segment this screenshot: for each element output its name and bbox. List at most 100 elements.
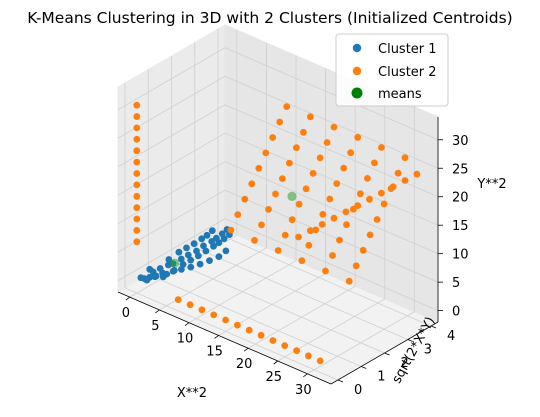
point-cluster-2	[293, 144, 300, 152]
point-cluster-2	[413, 170, 421, 178]
point-cluster-2	[340, 164, 348, 172]
point-cluster-2	[343, 221, 350, 229]
x-axis-line	[117, 291, 332, 385]
point-cluster-2	[234, 211, 242, 219]
point-cluster-2	[354, 133, 362, 141]
scatter-points	[133, 101, 421, 365]
point-cluster-1	[213, 234, 220, 242]
point-cluster-2	[300, 128, 307, 136]
point-cluster-2	[222, 316, 230, 324]
point-cluster-2	[133, 215, 141, 223]
point-cluster-2	[255, 164, 263, 172]
grid-z-left	[117, 218, 226, 281]
y-tick-label: 4	[447, 329, 455, 344]
point-cluster-2	[279, 175, 286, 183]
point-cluster-2	[319, 211, 327, 218]
point-cluster-1	[187, 256, 195, 264]
point-cluster-2	[309, 170, 317, 177]
point-cluster-1	[175, 248, 183, 256]
x-tick-mark	[273, 360, 278, 365]
point-cluster-1	[196, 260, 204, 268]
point-cluster-2	[281, 231, 289, 239]
point-cluster-1	[218, 230, 226, 238]
x-tick-mark	[125, 296, 131, 301]
x-tick-label: 5	[151, 319, 159, 334]
point-cluster-2	[133, 204, 141, 212]
point-cluster-2	[401, 177, 409, 184]
point-cluster-2	[133, 158, 141, 166]
point-cluster-2	[389, 183, 397, 191]
grid-y-floor	[124, 287, 339, 381]
point-cluster-2	[245, 326, 253, 334]
legend-marker-cluster-2	[352, 66, 362, 76]
z-tick-label: 20	[452, 191, 469, 206]
point-cluster-2	[329, 252, 336, 259]
point-cluster-2	[345, 277, 353, 285]
point-cluster-1	[152, 272, 160, 280]
point-cluster-2	[295, 233, 302, 241]
point-cluster-2	[133, 124, 141, 132]
point-cluster-2	[342, 208, 350, 216]
point-cluster-2	[298, 257, 306, 265]
y-tick-mark	[337, 379, 344, 383]
point-cluster-1	[156, 265, 164, 272]
grid-z-back	[224, 75, 439, 169]
point-cluster-2	[305, 241, 313, 249]
point-cluster-1	[165, 256, 173, 263]
z-tick-label: 25	[452, 162, 469, 177]
point-cluster-2	[276, 118, 284, 126]
point-cluster-2	[265, 206, 272, 213]
x-tick-mark	[155, 309, 160, 314]
point-cluster-1	[222, 247, 230, 255]
point-cluster-2	[394, 169, 402, 177]
point-means	[170, 258, 180, 268]
point-cluster-2	[281, 342, 289, 349]
point-cluster-1	[200, 242, 207, 250]
legend: Cluster 1 Cluster 2 means	[335, 33, 449, 107]
point-cluster-2	[347, 149, 355, 157]
x-tick-mark	[243, 347, 249, 352]
point-cluster-2	[283, 103, 291, 110]
point-cluster-2	[312, 226, 320, 234]
point-cluster-2	[274, 247, 282, 254]
point-cluster-2	[198, 306, 206, 314]
grid-z-back	[224, 47, 439, 141]
grid-y-floor	[171, 260, 385, 354]
z-tick-label: 5	[452, 276, 460, 291]
point-cluster-2	[293, 347, 300, 355]
point-cluster-2	[248, 180, 256, 188]
point-cluster-1	[143, 276, 151, 284]
y-tick-mark	[384, 352, 390, 356]
point-cluster-2	[401, 154, 409, 162]
point-cluster-1	[163, 270, 171, 278]
point-cluster-2	[133, 238, 141, 246]
z-tick-label: 30	[452, 134, 469, 149]
point-cluster-1	[146, 265, 154, 273]
point-cluster-1	[208, 227, 216, 235]
chart-title: K-Means Clustering in 3D with 2 Clusters…	[27, 9, 512, 27]
point-cluster-2	[227, 226, 235, 234]
point-cluster-2	[258, 221, 265, 229]
point-cluster-2	[257, 331, 265, 339]
point-cluster-2	[373, 216, 381, 223]
point-cluster-2	[272, 190, 279, 198]
x-tick-label: 25	[265, 370, 282, 385]
point-cluster-1	[170, 267, 178, 274]
point-cluster-2	[380, 200, 388, 208]
legend-label-means: means	[378, 87, 422, 102]
point-cluster-1	[137, 274, 145, 282]
y-tick-label: 2	[401, 356, 409, 371]
point-cluster-2	[269, 134, 277, 141]
point-cluster-2	[210, 311, 218, 319]
point-cluster-2	[333, 180, 341, 188]
point-cluster-2	[262, 149, 270, 157]
point-cluster-2	[330, 214, 338, 222]
grid-z-back	[224, 218, 439, 311]
z-tick-label: 10	[452, 248, 469, 263]
point-cluster-2	[288, 216, 296, 224]
point-cluster-2	[269, 337, 277, 344]
point-cluster-2	[354, 202, 362, 210]
point-cluster-1	[184, 251, 192, 259]
